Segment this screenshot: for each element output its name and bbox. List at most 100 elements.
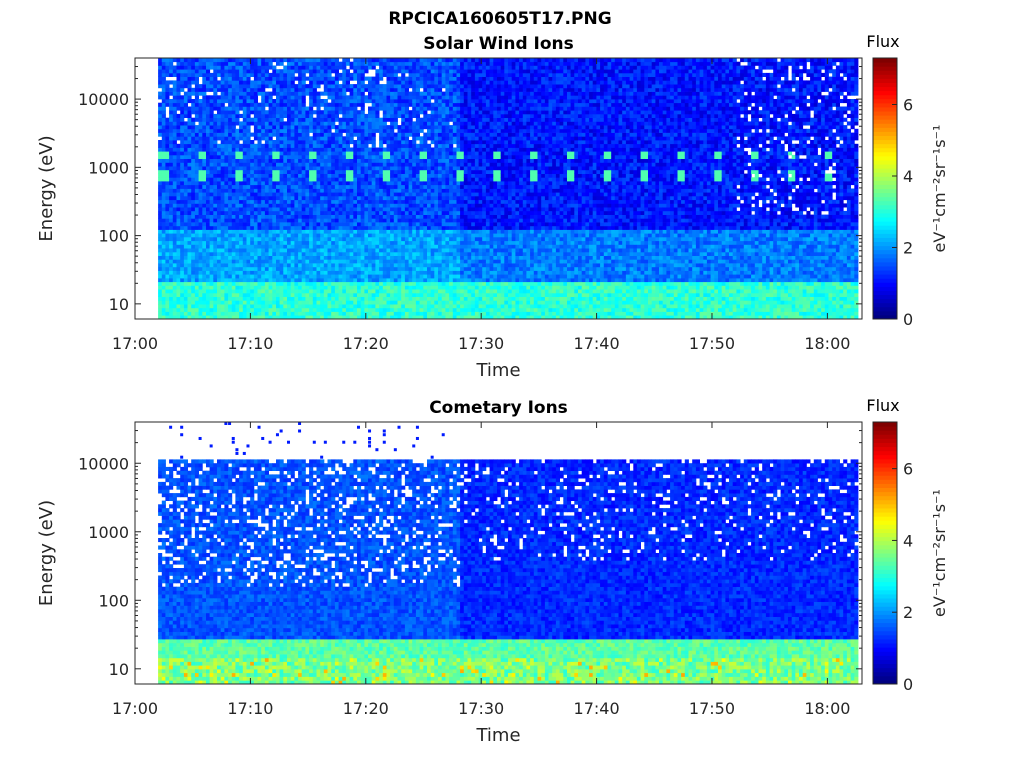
heatmap-cell [213, 166, 217, 170]
heatmap-cell [217, 136, 221, 140]
heatmap-cell [206, 58, 210, 62]
heatmap-cell [162, 166, 166, 170]
heatmap-cell [184, 215, 188, 219]
heatmap-cell [199, 248, 203, 252]
heatmap-cell [221, 297, 225, 301]
heatmap-cell [169, 107, 173, 111]
heatmap-cell [162, 114, 166, 118]
heatmap-cell [199, 107, 203, 111]
heatmap-cell [177, 226, 181, 230]
heatmap-cell [169, 88, 173, 92]
heatmap-cell [169, 203, 173, 207]
heatmap-cell [202, 92, 206, 96]
heatmap-cell [177, 285, 181, 289]
heatmap-cell [213, 73, 217, 77]
heatmap-cell [210, 222, 214, 226]
heatmap-cell [169, 226, 173, 230]
heatmap-cell [217, 267, 221, 271]
heatmap-cell [165, 118, 169, 122]
heatmap-cell [202, 110, 206, 114]
heatmap-cell [162, 92, 166, 96]
heatmap-cell [177, 282, 181, 286]
heatmap-cell [195, 211, 199, 215]
heatmap-cell [206, 259, 210, 263]
heatmap-cell [188, 282, 192, 286]
heatmap-cell [177, 121, 181, 125]
heatmap-cell [213, 237, 217, 241]
heatmap-cell [158, 312, 162, 316]
heatmap-cell [191, 159, 195, 163]
heatmap-cell [221, 304, 225, 308]
heatmap-cell [206, 129, 210, 133]
heatmap-cell [213, 233, 217, 237]
heatmap-cell [165, 267, 169, 271]
heatmap-cell [165, 222, 169, 226]
heatmap-cell [199, 267, 203, 271]
heatmap-cell [184, 203, 188, 207]
heatmap-cell [206, 192, 210, 196]
heatmap-cell [210, 215, 214, 219]
heatmap-cell [177, 88, 181, 92]
heatmap-cell [188, 140, 192, 144]
heatmap-cell [188, 304, 192, 308]
heatmap-cell [202, 80, 206, 84]
heatmap-cell [180, 226, 184, 230]
heatmap-cell [202, 248, 206, 252]
heatmap-cell [210, 267, 214, 271]
heatmap-cell [180, 69, 184, 73]
heatmap-cell [210, 226, 214, 230]
heatmap-cell [217, 271, 221, 275]
heatmap-cell [173, 174, 177, 178]
heatmap-cell [162, 155, 166, 159]
heatmap-cell [213, 211, 217, 215]
heatmap-cell [180, 110, 184, 114]
heatmap-cell [158, 110, 162, 114]
heatmap-cell [206, 244, 210, 248]
heatmap-cell [188, 166, 192, 170]
heatmap-cell [188, 148, 192, 152]
heatmap-cell [206, 237, 210, 241]
heatmap-cell [213, 62, 217, 66]
heatmap-cell [158, 278, 162, 282]
heatmap-cell [188, 248, 192, 252]
heatmap-cell [165, 177, 169, 181]
heatmap-cell [169, 69, 173, 73]
heatmap-cell [158, 133, 162, 137]
heatmap-cell [199, 189, 203, 193]
heatmap-cell [177, 80, 181, 84]
heatmap-cell [191, 140, 195, 144]
heatmap-cell [173, 144, 177, 148]
heatmap-cell [158, 144, 162, 148]
heatmap-cell [162, 297, 166, 301]
heatmap-cell [221, 278, 225, 282]
heatmap-cell [158, 159, 162, 163]
heatmap-cell [184, 114, 188, 118]
heatmap-cell [169, 211, 173, 215]
heatmap-cell [210, 174, 214, 178]
heatmap-cell [206, 271, 210, 275]
heatmap-cell [202, 259, 206, 263]
heatmap-cell [221, 244, 225, 248]
heatmap-cell [195, 196, 199, 200]
heatmap-cell [206, 300, 210, 304]
heatmap-cell [217, 293, 221, 297]
heatmap-cell [221, 267, 225, 271]
heatmap-cell [195, 226, 199, 230]
heatmap-cell [162, 140, 166, 144]
heatmap-cell [206, 73, 210, 77]
heatmap-cell [177, 200, 181, 204]
heatmap-cell [202, 125, 206, 129]
heatmap-cell [188, 151, 192, 155]
heatmap-cell [217, 218, 221, 222]
heatmap-cell [173, 297, 177, 301]
heatmap-cell [177, 256, 181, 260]
heatmap-cell [199, 263, 203, 267]
heatmap-cell [213, 200, 217, 204]
heatmap-cell [188, 114, 192, 118]
heatmap-cell [162, 177, 166, 181]
heatmap-cell [202, 215, 206, 219]
heatmap-cell [158, 304, 162, 308]
heatmap-cell [199, 92, 203, 96]
heatmap-cell [206, 293, 210, 297]
heatmap-cell [158, 155, 162, 159]
